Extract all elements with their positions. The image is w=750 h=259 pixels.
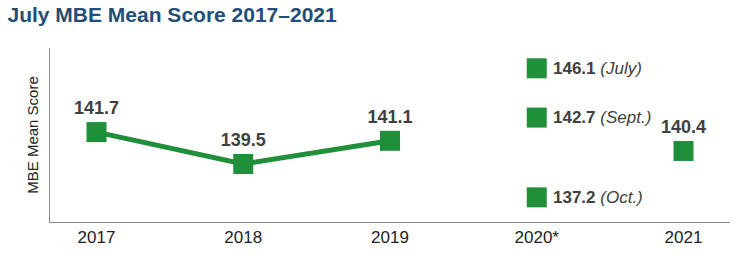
svg-text:2019: 2019 [371,228,409,247]
svg-text:2017: 2017 [78,228,116,247]
svg-text:MBE Mean Score: MBE Mean Score [24,76,41,194]
svg-text:137.2 (Oct.): 137.2 (Oct.) [553,188,643,207]
svg-text:141.7: 141.7 [74,98,119,118]
svg-text:139.5: 139.5 [221,130,266,150]
svg-text:140.4: 140.4 [661,117,706,137]
svg-text:2021: 2021 [665,228,703,247]
svg-text:2018: 2018 [224,228,262,247]
svg-text:146.1 (July): 146.1 (July) [553,59,642,78]
svg-text:141.1: 141.1 [367,107,412,127]
svg-text:2020*: 2020* [515,228,560,247]
svg-text:142.7 (Sept.): 142.7 (Sept.) [553,108,651,127]
svg-text:July MBE Mean Score 2017–2021: July MBE Mean Score 2017–2021 [8,3,338,26]
